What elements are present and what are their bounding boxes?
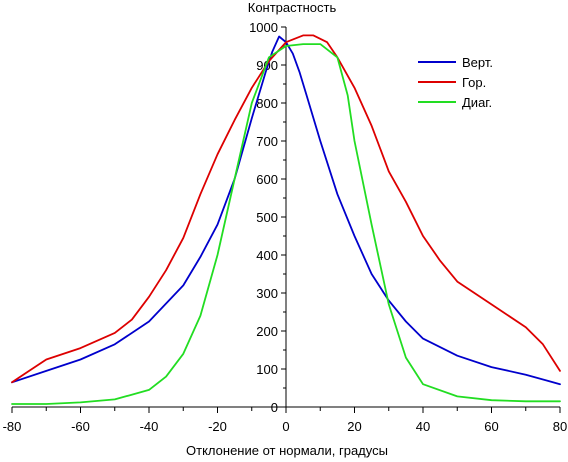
legend: Верт. Гор. Диаг.: [418, 55, 493, 110]
x-tick-label: -20: [208, 419, 227, 434]
y-tick-label: 0: [271, 400, 278, 415]
chart-title: Контрастность: [248, 0, 337, 15]
x-axis-label: Отклонение от нормали, градусы: [186, 443, 388, 458]
series-lines: [11, 34, 561, 405]
y-tick-label: 500: [256, 210, 278, 225]
x-tick-label: -40: [140, 419, 159, 434]
y-tick-label: 800: [256, 96, 278, 111]
legend-label-3: Диаг.: [462, 95, 492, 110]
series-line-2: [11, 34, 561, 384]
x-tick-label: 80: [553, 419, 567, 434]
y-tick-label: 600: [256, 172, 278, 187]
series-line-3: [11, 43, 561, 405]
y-tick-label: 300: [256, 286, 278, 301]
y-tick-label: 400: [256, 248, 278, 263]
legend-label-1: Верт.: [462, 55, 493, 70]
x-tick-label: 0: [282, 419, 289, 434]
y-tick-label: 1000: [249, 20, 278, 35]
x-tick-label: 60: [484, 419, 498, 434]
x-tick-label: -60: [71, 419, 90, 434]
series-line-1: [11, 35, 561, 386]
y-tick-label: 200: [256, 324, 278, 339]
x-tick-label: 40: [416, 419, 430, 434]
tick-labels: -80 -60 -40 -20 0 20 40 60 800100200300400500600…: [3, 20, 568, 434]
y-tick-label: 100: [256, 362, 278, 377]
legend-label-2: Гор.: [462, 75, 486, 90]
y-tick-label: 700: [256, 134, 278, 149]
x-tick-label: 20: [347, 419, 361, 434]
x-tick-label: -80: [3, 419, 22, 434]
